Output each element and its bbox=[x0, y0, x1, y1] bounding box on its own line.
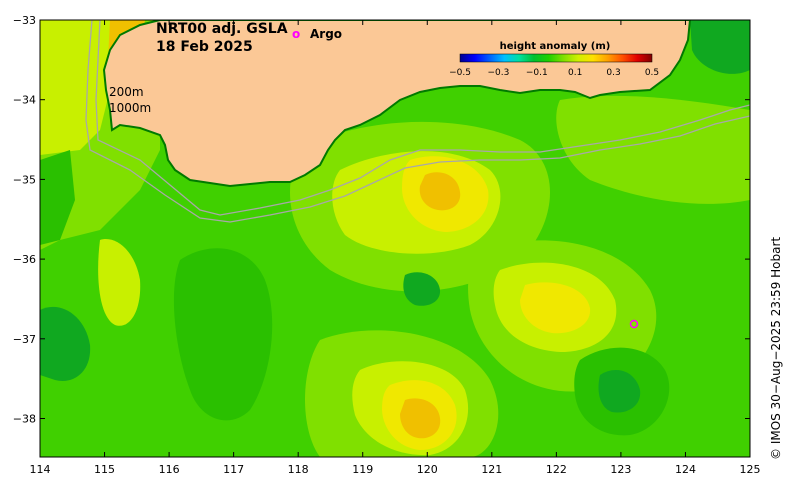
depth-label-200m: 200m bbox=[109, 85, 144, 99]
colorbar-tick-label: −0.3 bbox=[487, 68, 509, 78]
colorbar: height anomaly (m) −0.5 −0.3 −0.1 0.1 0.3 0.5 bbox=[449, 41, 659, 78]
anomaly-zone-yellowgreen-coast bbox=[40, 20, 120, 155]
x-tick-label: 117 bbox=[223, 463, 244, 476]
contour-1000m bbox=[85, 20, 750, 223]
x-tick-label: 116 bbox=[159, 463, 180, 476]
x-tick-label: 124 bbox=[675, 463, 696, 476]
x-tick-label: 118 bbox=[288, 463, 309, 476]
x-tick-label: 114 bbox=[30, 463, 51, 476]
x-tick-label: 115 bbox=[94, 463, 115, 476]
x-tick-label: 121 bbox=[481, 463, 502, 476]
imos-credit: © IMOS 30−Aug−2025 23:59 Hobart bbox=[769, 237, 783, 460]
anomaly-zone-darkgreen-far-west bbox=[40, 150, 75, 245]
y-tick-label: −37 bbox=[13, 333, 36, 346]
x-tick-label: 120 bbox=[417, 463, 438, 476]
argo-floats bbox=[629, 319, 639, 329]
anomaly-zone-lightgreen-north-east bbox=[556, 95, 750, 204]
argo-float-marker bbox=[629, 319, 639, 329]
x-tick-label: 119 bbox=[352, 463, 373, 476]
y-tick-label: −35 bbox=[13, 173, 36, 186]
map-title-line1: NRT00 adj. GSLA bbox=[156, 21, 288, 37]
y-tick-label: −38 bbox=[13, 413, 36, 426]
argo-legend-symbol: o bbox=[292, 27, 300, 41]
colorbar-tick-label: −0.1 bbox=[526, 68, 548, 78]
contour-200m bbox=[95, 20, 750, 216]
plot-frame bbox=[39, 19, 751, 458]
anomaly-zone-darkgreen-small bbox=[403, 272, 441, 306]
depth-label-1000m: 1000m bbox=[109, 101, 151, 115]
anomaly-zone-yellowgreen-west bbox=[98, 239, 141, 326]
anomaly-zone-gold-south bbox=[400, 398, 441, 439]
colorbar-bar bbox=[459, 53, 653, 63]
x-tick-label: 125 bbox=[740, 463, 761, 476]
map-field bbox=[40, 20, 750, 457]
y-tick-label: −34 bbox=[13, 94, 36, 107]
anomaly-zone-gold-centre bbox=[419, 172, 461, 211]
anomaly-zone-yellow-east bbox=[520, 282, 591, 334]
anomaly-zone-darkgreen-ne bbox=[690, 20, 750, 74]
colorbar-tick-label: 0.3 bbox=[606, 68, 620, 78]
colorbar-tick-label: 0.5 bbox=[645, 68, 659, 78]
colorbar-ticks: −0.5 −0.3 −0.1 0.1 0.3 0.5 bbox=[449, 68, 659, 78]
y-tick-label: −33 bbox=[13, 14, 36, 27]
argo-legend-label: Argo bbox=[310, 27, 342, 41]
anomaly-zone-teal-west bbox=[40, 306, 91, 381]
anomaly-zone-darkgreen-west bbox=[173, 248, 273, 421]
colorbar-tick-label: −0.5 bbox=[449, 68, 471, 78]
y-axis: −33 −34 −35 −36 −37 −38 bbox=[13, 14, 750, 426]
x-tick-label: 122 bbox=[546, 463, 567, 476]
y-tick-label: −36 bbox=[13, 253, 36, 266]
x-axis: 114 115 116 117 118 119 120 121 122 123 124 125 bbox=[30, 20, 761, 476]
colorbar-tick-label: 0.1 bbox=[568, 68, 582, 78]
colorbar-title: height anomaly (m) bbox=[500, 41, 611, 52]
map-title-line2: 18 Feb 2025 bbox=[156, 39, 253, 55]
anomaly-zone-teal-east bbox=[598, 370, 641, 413]
x-tick-label: 123 bbox=[610, 463, 631, 476]
